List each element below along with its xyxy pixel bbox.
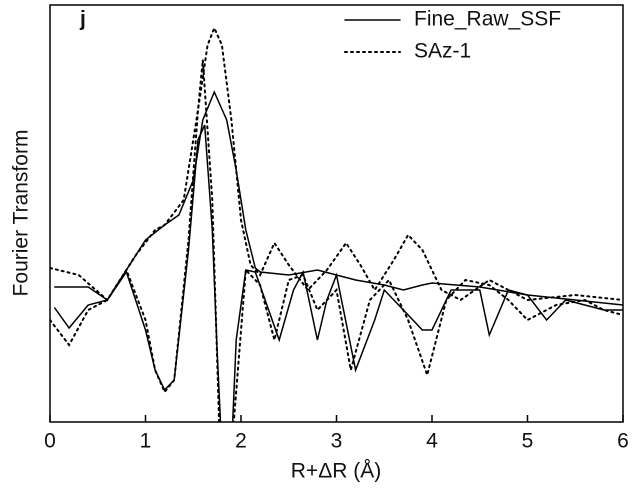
x-tick-label: 2 xyxy=(235,430,247,453)
x-tick-label: 5 xyxy=(522,430,534,453)
curve-imaginary xyxy=(50,59,623,422)
legend-label: SAz-1 xyxy=(414,40,471,63)
x-tick-label: 0 xyxy=(44,430,56,453)
legend-label: Fine_Raw_SSF xyxy=(414,8,561,31)
x-tick-label: 6 xyxy=(617,430,629,453)
curve-imaginary xyxy=(54,124,623,422)
curve-magnitude xyxy=(54,90,623,306)
curves xyxy=(50,25,623,422)
curve-magnitude xyxy=(50,25,623,302)
x-tick-label: 4 xyxy=(426,430,438,453)
panel-label: j xyxy=(79,8,86,31)
x-tick-label: 1 xyxy=(140,430,152,453)
x-tick-label: 3 xyxy=(331,430,343,453)
x-axis-label: R+ΔR (Å) xyxy=(291,460,381,483)
plot-frame xyxy=(49,4,624,423)
y-axis-label: Fourier Transform xyxy=(10,130,33,297)
